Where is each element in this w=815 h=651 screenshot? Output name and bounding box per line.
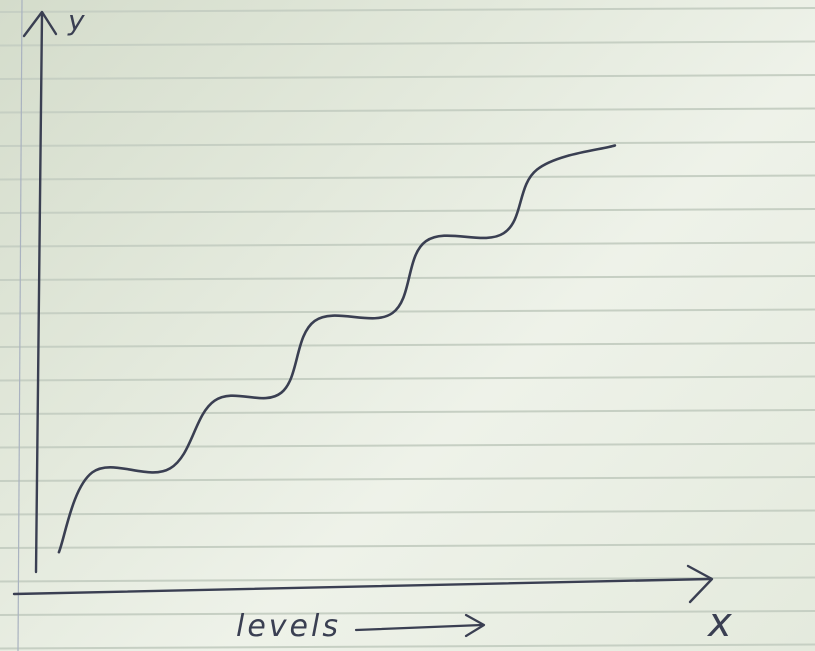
y-axis	[34, 12, 44, 574]
paper-margin-line	[17, 0, 23, 651]
x-axis-letter: x	[706, 600, 732, 646]
paper-ruled-line	[0, 375, 815, 382]
paper-ruled-line	[0, 208, 815, 214]
y-axis-letter: y	[67, 4, 85, 37]
paper-ruled-line	[0, 174, 815, 181]
paper-ruled-line	[0, 342, 815, 348]
x-label-arrowhead	[464, 613, 486, 638]
paper-ruled-line	[0, 442, 815, 449]
paper-ruled-line	[0, 509, 815, 516]
paper-ruled-line	[0, 643, 815, 650]
paper-ruled-line	[0, 610, 815, 616]
series-line	[57, 144, 617, 554]
y-axis-arrowhead	[22, 10, 58, 38]
paper-ruled-line	[0, 7, 815, 13]
paper-ruled-line	[0, 141, 815, 147]
paper-ruled-line	[0, 275, 815, 281]
x-axis-label: levels	[236, 609, 341, 644]
paper-ruled-line	[0, 308, 815, 315]
paper-ruled-line	[0, 74, 815, 80]
chart-axes	[12, 10, 714, 604]
paper-ruled-line	[0, 409, 815, 415]
x-label-arrow	[354, 623, 484, 632]
paper-ruled-line	[0, 576, 815, 583]
paper-ruled-line	[0, 476, 815, 482]
x-axis	[12, 577, 712, 596]
paper-ruled-line	[0, 543, 815, 549]
chart-labels: levels x y	[67, 4, 732, 646]
paper-ruled-line	[0, 107, 815, 114]
paper-ruled-line	[0, 40, 815, 47]
x-axis-arrowhead	[686, 564, 714, 604]
paper-ruled-line	[0, 241, 815, 248]
